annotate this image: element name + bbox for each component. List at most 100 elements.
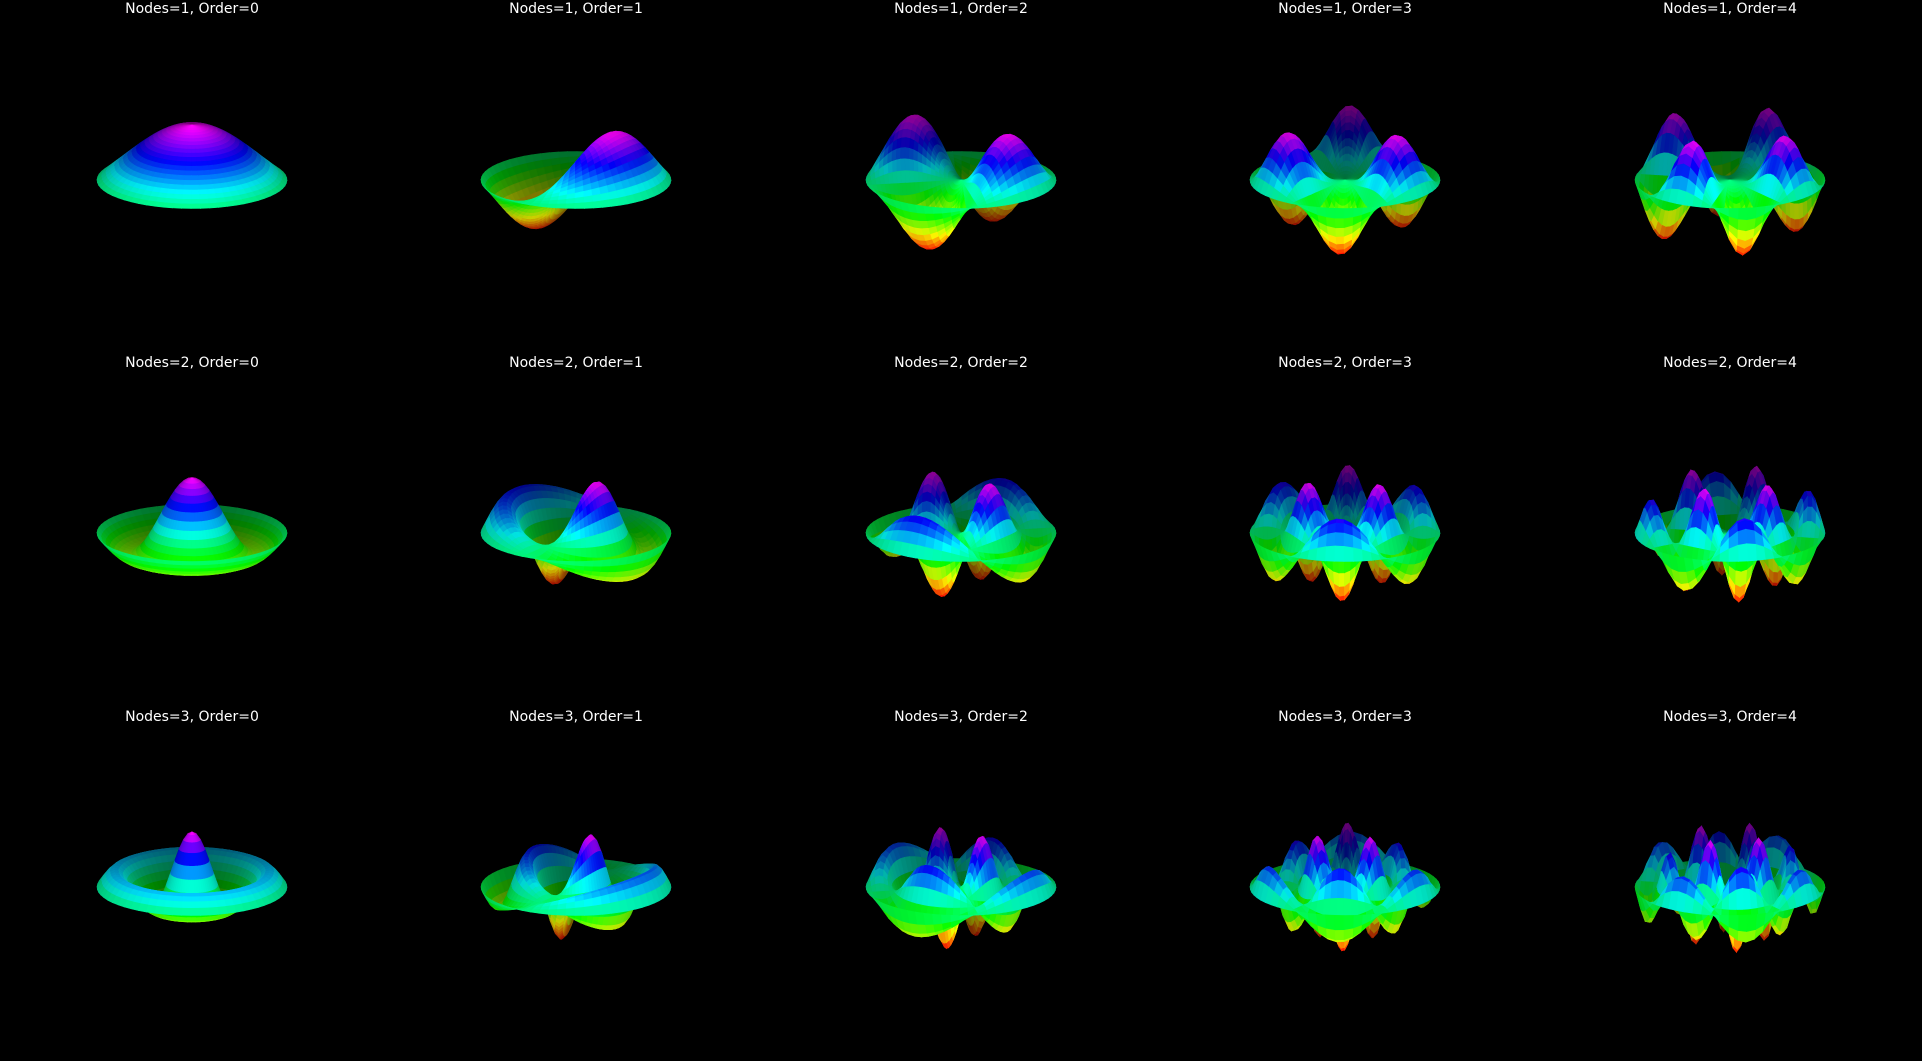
surface-facet (192, 133, 194, 136)
surface-facet (182, 204, 191, 209)
surface-facet (192, 142, 195, 146)
surface-facet (593, 201, 603, 208)
surface-facet (198, 175, 205, 180)
surface-facet (927, 220, 936, 228)
surface-facet (173, 170, 180, 175)
surface-facet (941, 208, 951, 213)
surface-facet (888, 162, 893, 174)
surface-facet (931, 175, 936, 182)
surface-facet (172, 203, 182, 208)
surface-facet (192, 139, 195, 142)
surface-facet (901, 148, 906, 159)
surface-facet (568, 152, 577, 158)
surface-facet (918, 162, 923, 173)
surface-facet (180, 166, 186, 171)
surface-facet (547, 204, 557, 208)
surface-facet (205, 180, 213, 185)
surface-facet (566, 203, 575, 208)
surface-facet (191, 204, 200, 209)
surface-facet (199, 190, 207, 195)
surface-facet (184, 185, 192, 190)
surface-facet (905, 159, 910, 171)
surface-facet (892, 160, 897, 173)
surface-facet (932, 207, 942, 213)
surface-facet (177, 180, 185, 185)
surface-facet (186, 162, 192, 167)
surface-facet (181, 157, 187, 162)
surface-facet (575, 197, 584, 203)
surface-facet (566, 198, 575, 204)
surface-facet (184, 180, 191, 185)
surface-facet (575, 203, 584, 209)
surface-facet (557, 199, 566, 204)
surface-facet (170, 179, 178, 184)
surface-facet (183, 195, 192, 200)
surface-facet (892, 149, 897, 161)
surface-facet (185, 176, 192, 181)
surface-facet (200, 204, 210, 209)
surface-facet (584, 196, 593, 203)
surface-facet (191, 157, 196, 162)
surface-facet (584, 202, 594, 208)
surface-facet (163, 203, 173, 208)
surface-facet (905, 148, 910, 160)
surface-facet (187, 149, 191, 153)
surface-facet (909, 159, 914, 171)
surface-facet (155, 202, 165, 207)
surface-facet (198, 185, 206, 190)
surface-facet (174, 194, 183, 199)
surface-facet (927, 174, 932, 182)
surface-facet (191, 166, 197, 171)
surface-facet (191, 195, 199, 200)
surface-facet (196, 153, 201, 157)
surface-facet (179, 171, 186, 176)
surface-facet (191, 190, 199, 195)
panel-title: Nodes=1, Order=3 (1278, 1, 1412, 17)
panel-title: Nodes=1, Order=0 (125, 1, 259, 17)
surface-facet (191, 180, 198, 185)
surface-facet (914, 150, 919, 162)
surface-facet (935, 176, 940, 181)
surface-facet (192, 130, 194, 133)
surface-facet (197, 171, 204, 176)
surface-facet (185, 166, 191, 171)
surface-facet (202, 161, 208, 166)
surface-facet (180, 161, 186, 166)
surface-facet (601, 200, 611, 208)
surface-facet (217, 202, 227, 207)
surface-facet (195, 149, 200, 153)
surface-facet (191, 176, 198, 181)
surface-facet (202, 166, 209, 171)
surface-facet (192, 145, 196, 149)
surface-facet (192, 149, 196, 153)
surface-facet (191, 199, 200, 204)
surface-facet (200, 199, 209, 204)
surface-facet (178, 175, 185, 180)
surface-facet (896, 148, 901, 160)
surface-facet (199, 194, 208, 199)
surface-facet (190, 133, 192, 136)
surface-facet (192, 153, 197, 157)
surface-facet (914, 160, 919, 172)
surface-facet (174, 166, 181, 171)
surface-facet (189, 139, 192, 142)
surface-facet (209, 203, 219, 208)
surface-facet (185, 171, 191, 176)
surface-facet (188, 145, 192, 149)
surface-facet (901, 159, 906, 171)
surface-facet (189, 136, 192, 139)
surface-facet (176, 185, 184, 190)
surface-facet (1346, 111, 1352, 117)
surface-facet (198, 180, 206, 185)
surface-facet (197, 166, 203, 171)
surface-facet (191, 162, 197, 167)
surface-facet (196, 157, 202, 162)
surface-facet (188, 142, 192, 146)
panel-title: Nodes=1, Order=1 (509, 1, 643, 17)
surface-facet (556, 204, 566, 208)
surface-facet (896, 159, 901, 172)
surface-facet (909, 148, 914, 160)
surface-facet (182, 153, 187, 157)
surface-facet (197, 162, 203, 167)
